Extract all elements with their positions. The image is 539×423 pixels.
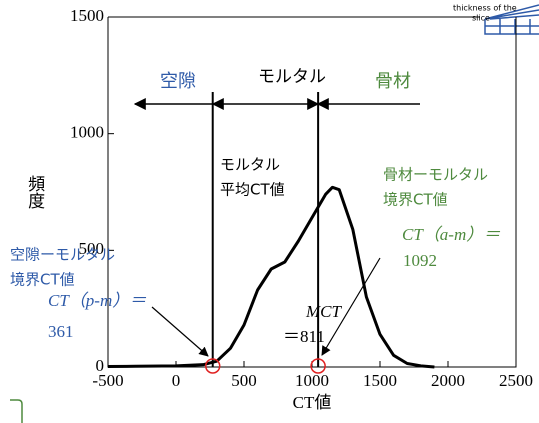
chart: 050010001500-50005001000150020002500CT値頻… — [0, 0, 539, 423]
x-tick-label: 2000 — [431, 371, 465, 390]
x-tick-label: 1000 — [295, 371, 329, 390]
x-tick-label: 0 — [172, 371, 181, 390]
corner-bracket — [10, 400, 22, 423]
annotation: 境界CT値 — [383, 191, 448, 209]
annotation: 平均CT値 — [220, 181, 285, 199]
x-tick-label: -500 — [92, 371, 123, 390]
annotation: thickness of the — [453, 4, 517, 13]
annotation: 1092 — [403, 251, 437, 270]
annotation: MCT — [305, 302, 343, 321]
annotation: 空隙ーモルタル — [10, 246, 115, 264]
y-tick-label: 1500 — [70, 6, 104, 25]
annotation: モルタル — [220, 156, 280, 174]
x-axis-label: CT値 — [293, 393, 332, 412]
annotation: CT（p-m）＝ — [48, 291, 146, 310]
annotation: 361 — [48, 322, 74, 341]
annotation: CT（a-m）＝ — [402, 225, 500, 244]
annotation: slice — [472, 14, 490, 23]
y-tick-label: 1000 — [70, 123, 104, 142]
curve — [108, 187, 434, 367]
annotation: 骨材 — [375, 71, 411, 92]
y-axis-label: 頻度 — [25, 175, 45, 209]
x-tick-label: 1500 — [363, 371, 397, 390]
pointer-arrow — [152, 307, 208, 356]
x-tick-label: 2500 — [499, 371, 533, 390]
annotation: モルタル — [258, 67, 326, 87]
annotation: 空隙 — [160, 71, 196, 92]
x-tick-label: 500 — [231, 371, 257, 390]
annotation: 境界CT値 — [10, 271, 75, 289]
annotation: ＝811 — [283, 327, 325, 346]
annotation: 骨材ーモルタル — [383, 166, 488, 184]
